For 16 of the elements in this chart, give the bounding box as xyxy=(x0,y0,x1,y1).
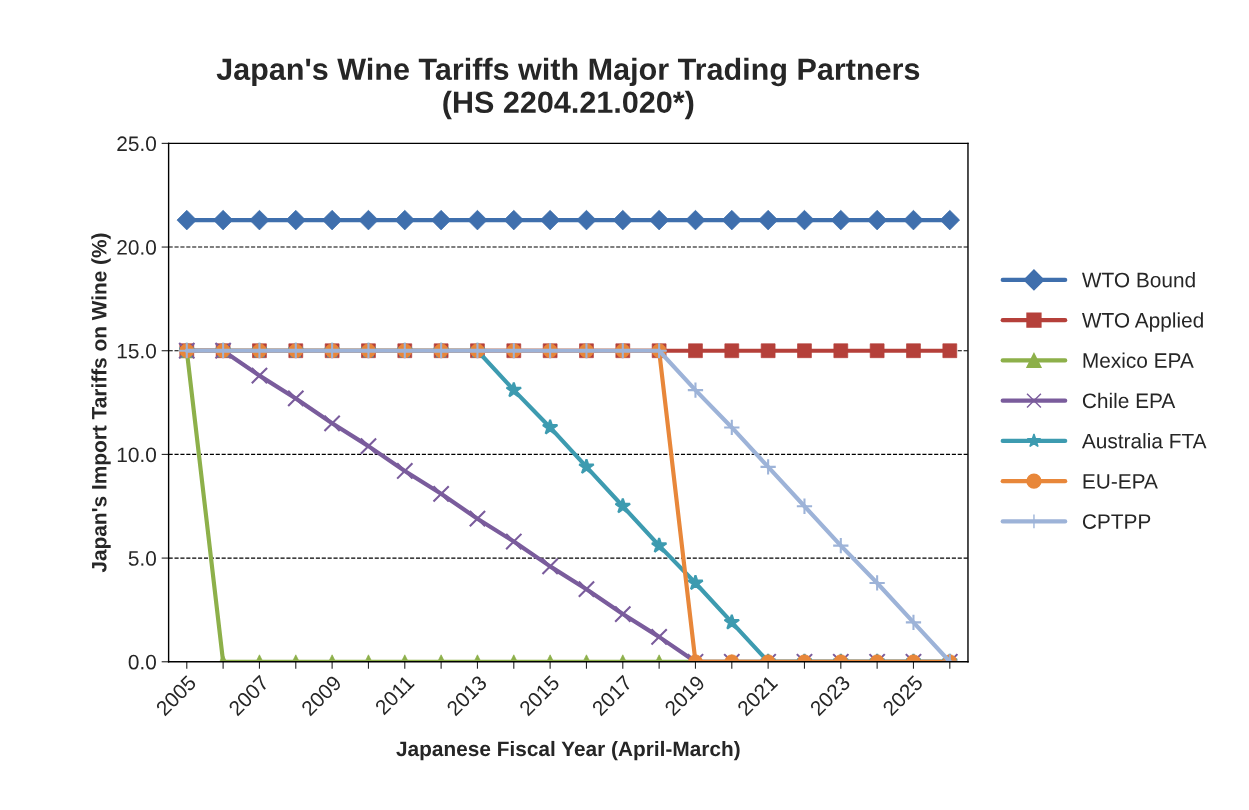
x-axis-title: Japanese Fiscal Year (April-March) xyxy=(396,740,740,761)
y-tick-label: 0.0 xyxy=(128,654,156,670)
y-tick-label: 25.0 xyxy=(117,136,156,152)
y-tick-label: 15.0 xyxy=(117,343,156,359)
chart-title: Japan's Wine Tariffs with Major Trading Partners (HS 2204.21.020*) xyxy=(216,57,920,120)
y-axis-title: Japan's Import Tariffs on Wine (%) xyxy=(91,233,111,573)
legend-label: Australia FTA xyxy=(1081,433,1207,449)
y-tick-label: 20.0 xyxy=(117,240,156,255)
y-tick-label: 10.0 xyxy=(117,447,156,463)
legend-label: EU-EPA xyxy=(1083,474,1158,489)
legend-label: WTO Applied xyxy=(1081,312,1203,332)
legend-label: Chile EPA xyxy=(1082,392,1176,409)
legend-label: CPTPP xyxy=(1082,514,1151,529)
legend-label: WTO Bound xyxy=(1081,272,1195,288)
legend-label: Mexico EPA xyxy=(1083,352,1194,368)
y-tick-label: 5.0 xyxy=(128,551,156,566)
